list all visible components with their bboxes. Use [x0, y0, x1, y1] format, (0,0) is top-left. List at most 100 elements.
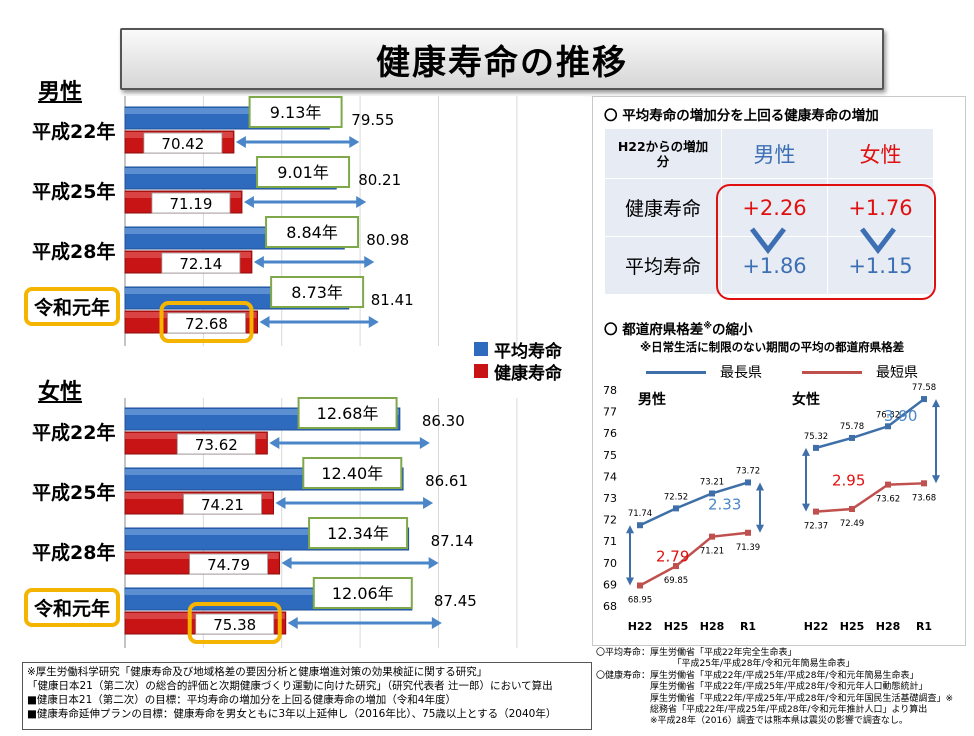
female-avg-bar-shine: [125, 469, 403, 475]
data-point: [637, 582, 643, 589]
female-healthy-value-box: [183, 493, 262, 515]
data-point: [745, 479, 751, 486]
x-tick-label: H22: [804, 620, 829, 633]
bar-chart-bars: 79.55 70.42 9.13年 80.21 71.19 9.01年 80.98 72.14…: [124, 96, 477, 644]
data-point: [921, 480, 927, 487]
data-point: [885, 423, 891, 430]
x-tick-label: R1: [916, 620, 932, 633]
female-healthy-value: 74.21: [201, 496, 244, 514]
male-gap-arrow-head: [368, 316, 379, 328]
female-diff-value: 12.34年: [327, 524, 389, 543]
legend-shortest-swatch: [802, 370, 862, 374]
data-point: [849, 434, 855, 441]
female-year-label: 平成28年: [32, 542, 116, 564]
legend-longest-label: 最長県: [720, 365, 762, 381]
row-label-avg: 平均寿命: [604, 236, 722, 295]
data-label: 72.52: [664, 492, 688, 502]
male-gap-arrow-head: [356, 196, 367, 208]
chevron-down-icon: [860, 227, 896, 255]
y-tick-label: 71: [603, 535, 617, 548]
data-point: [637, 522, 643, 529]
x-tick-label: H22: [628, 620, 653, 633]
female-avg-value: 86.30: [422, 412, 465, 430]
gap-heading-tail: の縮小: [711, 322, 753, 338]
male-year-label: 平成25年: [32, 181, 116, 203]
data-point: [849, 506, 855, 513]
data-label: 73.62: [876, 495, 900, 505]
data-label: 73.68: [912, 493, 936, 503]
gap-start-label: 2.95: [832, 472, 865, 490]
male-highlight-frame: [159, 301, 254, 343]
gap-end-label: 2.33: [708, 496, 741, 514]
data-label: 75.78: [840, 422, 864, 432]
female-year-label: 平成22年: [32, 422, 116, 444]
right-note: 厚生労働省「平成22年/平成25年/平成28年/令和元年人口動態統計」: [596, 682, 928, 693]
male-gap-arrow-head: [243, 196, 254, 208]
y-tick-label: 73: [603, 492, 617, 505]
increase-female-healthy: +1.76: [827, 178, 934, 237]
legend-longest-swatch: [646, 370, 706, 374]
legend-avg: 平均寿命: [474, 338, 562, 362]
y-tick-label: 78: [603, 384, 617, 397]
female-gap-arrow-head: [428, 557, 439, 569]
y-tick-label: 75: [603, 449, 617, 462]
data-point: [921, 396, 927, 403]
left-note: ※厚生労働科学研究「健康寿命及び地域格差の要因分析と健康増進対策の効果検証に関す…: [27, 666, 488, 678]
male-healthy-value-box: [161, 252, 241, 274]
male-avg-bar-shine: [125, 228, 344, 234]
data-label: 72.37: [804, 522, 828, 532]
increase-male-header: 男性: [721, 128, 828, 179]
row-label-healthy: 健康寿命: [604, 178, 722, 237]
data-label: 68.95: [628, 595, 652, 605]
series-line: [639, 481, 749, 527]
series-line: [639, 531, 749, 587]
legend-avg-label: 平均寿命: [494, 341, 562, 362]
gap-arrow-head: [932, 399, 940, 408]
female-avg-value: 87.14: [431, 532, 474, 550]
male-avg-value: 81.41: [371, 291, 414, 309]
data-label: 71.39: [736, 543, 760, 553]
data-label: 71.21: [700, 547, 724, 557]
gap-heading-text: 〇 都道府県格差: [604, 322, 704, 338]
right-note: 〇健康寿命：厚生労働省「平成22年/平成25年/平成28年/令和元年簡易生命表」: [596, 670, 919, 681]
right-notes: 〇平均寿命：厚生労働省「平成22年完全生命表」 「平成25年/平成28年/令和元…: [596, 648, 953, 728]
x-tick-label: H25: [840, 620, 865, 633]
page-title: 健康寿命の推移: [376, 42, 628, 83]
female-healthy-value: 75.38: [213, 616, 256, 634]
gap-arrow-head: [756, 482, 764, 491]
gap-end-label: 3.90: [884, 407, 917, 425]
title-banner: 健康寿命の推移: [120, 28, 884, 90]
data-point: [673, 563, 679, 570]
male-diff-value: 8.84年: [286, 223, 338, 242]
gap-arrow-head: [756, 524, 764, 533]
female-diff-box: [302, 457, 403, 489]
right-note: 「平成25年/平成28年/令和元年簡易生命表」: [596, 659, 855, 670]
chevron-down-icons: [750, 227, 896, 255]
y-tick-label: 68: [603, 600, 617, 613]
male-diff-value: 9.01年: [277, 163, 329, 182]
prefecture-gap-line-chart: 68 69 70 71 72 73 74 75 76 77 78 男性 71.74 72.52 73.21 7…: [603, 383, 940, 633]
left-notes: ※厚生労働科学研究「健康寿命及び地域格差の要因分析と健康増進対策の効果検証に関す…: [22, 662, 592, 730]
female-gap-arrow-head: [423, 497, 434, 509]
panel-title: 女性: [792, 391, 820, 408]
y-tick-label: 69: [603, 578, 617, 591]
increase-male-avg: +1.86: [721, 236, 828, 295]
male-avg-value: 80.21: [358, 171, 401, 189]
female-gap-arrow-head: [419, 437, 430, 449]
gap-arrow-head: [626, 525, 634, 534]
male-healthy-value: 72.68: [185, 315, 228, 333]
male-avg-bar-shine: [125, 288, 348, 294]
legend-shortest-label: 最短県: [876, 365, 918, 381]
male-healthy-value: 71.19: [169, 195, 212, 213]
data-label: 72.49: [840, 519, 864, 529]
female-year-label: 令和元年: [24, 588, 121, 627]
male-avg-bar-shine: [125, 168, 336, 174]
gap-arrow-head: [802, 447, 810, 456]
series-line: [815, 482, 925, 513]
y-tick-label: 74: [603, 470, 617, 483]
male-avg-value: 79.55: [351, 111, 394, 129]
legend-healthy-label: 健康寿命: [494, 363, 562, 384]
gap-start-label: 2.79: [656, 547, 689, 565]
data-label: 73.21: [700, 477, 724, 487]
y-tick-label: 76: [603, 427, 617, 440]
